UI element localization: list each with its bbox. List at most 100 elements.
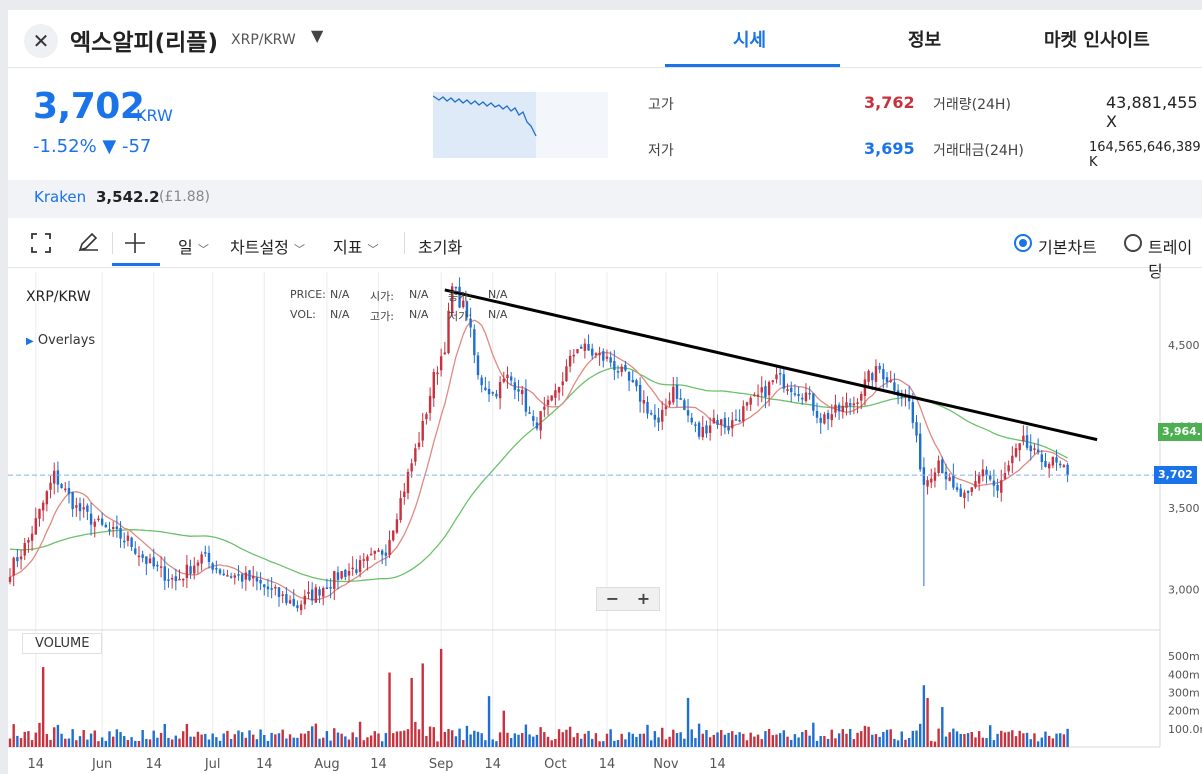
candle-body <box>322 587 325 597</box>
basic-chart-radio[interactable] <box>1014 234 1032 252</box>
candle-body <box>336 572 340 580</box>
candle-body <box>602 351 605 361</box>
candle-body <box>594 353 598 355</box>
candle-body <box>12 557 15 576</box>
tab-price[interactable]: 시세 <box>733 30 767 51</box>
volume-bar <box>123 736 126 747</box>
candle-body <box>439 356 443 371</box>
volume-bar <box>476 731 480 747</box>
volume-bar <box>631 733 634 747</box>
candle-body <box>701 426 704 438</box>
candle-body <box>395 519 399 533</box>
candle-body <box>71 492 74 510</box>
indicators-menu[interactable]: 지표 ﹀ <box>333 234 379 258</box>
volume-bar <box>344 736 347 747</box>
volume-bar <box>296 737 299 747</box>
pencil-icon[interactable] <box>76 232 100 254</box>
candle-body <box>657 417 660 423</box>
volume-bar <box>292 737 295 747</box>
candle-body <box>240 574 244 582</box>
crosshair-icon[interactable] <box>124 232 146 254</box>
volume-bar <box>119 732 122 747</box>
volume-bar <box>388 672 391 747</box>
candle-body <box>638 384 642 402</box>
zoom-controls: − + <box>596 587 660 611</box>
volume-bar <box>215 737 218 747</box>
toolbar-divider <box>404 232 405 254</box>
period-label: 일 <box>178 238 193 257</box>
volume-bar <box>174 735 178 747</box>
candle-body <box>532 416 535 421</box>
candle-body <box>185 564 189 579</box>
overlays-toggle[interactable]: ▶ Overlays <box>26 333 95 348</box>
volume-bar <box>790 739 793 747</box>
volume-bar <box>970 732 973 747</box>
tab-market-insight[interactable]: 마켓 인사이트 <box>1044 30 1150 51</box>
candle-body <box>244 572 248 580</box>
volume-bar <box>421 663 424 747</box>
expand-icon[interactable] <box>30 232 52 254</box>
volume-bar <box>240 732 244 747</box>
candle-body <box>790 387 793 393</box>
candle-body <box>557 387 561 393</box>
legend-price-value: N/A <box>330 288 350 301</box>
volume-bar <box>981 737 985 747</box>
trading-chart-radio[interactable] <box>1124 234 1142 252</box>
reset-button[interactable]: 초기화 <box>418 238 463 257</box>
volume-bar <box>731 731 734 747</box>
candle-body <box>421 420 424 441</box>
zoom-out-button[interactable]: − <box>605 589 620 608</box>
volume-bar <box>454 736 458 747</box>
candle-body <box>708 425 712 433</box>
candle-body <box>1055 457 1058 463</box>
candle-body <box>587 344 590 351</box>
candle-body <box>690 417 693 423</box>
close-icon[interactable]: ✕ <box>24 24 58 58</box>
zoom-in-button[interactable]: + <box>636 589 651 608</box>
volume-bar <box>974 737 977 747</box>
chart-settings-menu[interactable]: 차트설정 ﹀ <box>230 234 305 258</box>
volume-bar <box>933 741 937 747</box>
candle-body <box>878 365 881 370</box>
volume-bar <box>469 734 472 747</box>
candle-body <box>922 467 926 485</box>
volume-bar <box>1003 732 1007 747</box>
price-chart[interactable]: 14Jun14Jul14Aug14Sep14Oct14Nov144,5004,0… <box>8 10 1202 774</box>
basic-chart-label[interactable]: 기본차트 <box>1038 238 1097 257</box>
volume-bar <box>907 738 911 747</box>
volume-bar <box>1033 733 1036 747</box>
volume-bar <box>465 725 469 747</box>
candle-body <box>111 527 115 529</box>
volume-bar <box>204 733 207 747</box>
candle-body <box>837 404 841 412</box>
trading-chart-label[interactable]: 트레이딩 <box>1148 238 1193 281</box>
period-select[interactable]: 일 ﹀ <box>178 234 209 258</box>
exchange-name[interactable]: Kraken <box>34 188 87 206</box>
volume-bar <box>1040 737 1043 747</box>
volume-bar <box>498 732 502 747</box>
volume-bar <box>502 710 505 747</box>
volume-24h-value: 43,881,455 X <box>1106 93 1198 131</box>
volume-bar <box>616 739 620 747</box>
tab-info[interactable]: 정보 <box>908 30 942 51</box>
candle-body <box>226 575 229 577</box>
candle-body <box>646 401 649 414</box>
candle-body <box>620 366 623 372</box>
candle-body <box>344 569 347 577</box>
volume-bar <box>185 723 189 747</box>
volume-bar <box>403 730 406 747</box>
candle-body <box>78 503 82 512</box>
chevron-down-icon[interactable]: ▼ <box>311 26 324 45</box>
candle-body <box>720 419 723 425</box>
candle-body <box>237 574 240 576</box>
volume-bar <box>996 733 999 747</box>
candle-body <box>502 378 505 382</box>
volume-bar <box>380 741 384 747</box>
candle-body <box>535 422 539 429</box>
candle-body <box>767 382 771 396</box>
candle-body <box>885 377 889 383</box>
x-tick-label: Aug <box>314 757 339 772</box>
candle-body <box>874 366 878 382</box>
x-tick-label: Jul <box>204 757 221 772</box>
volume-bar <box>34 732 37 747</box>
